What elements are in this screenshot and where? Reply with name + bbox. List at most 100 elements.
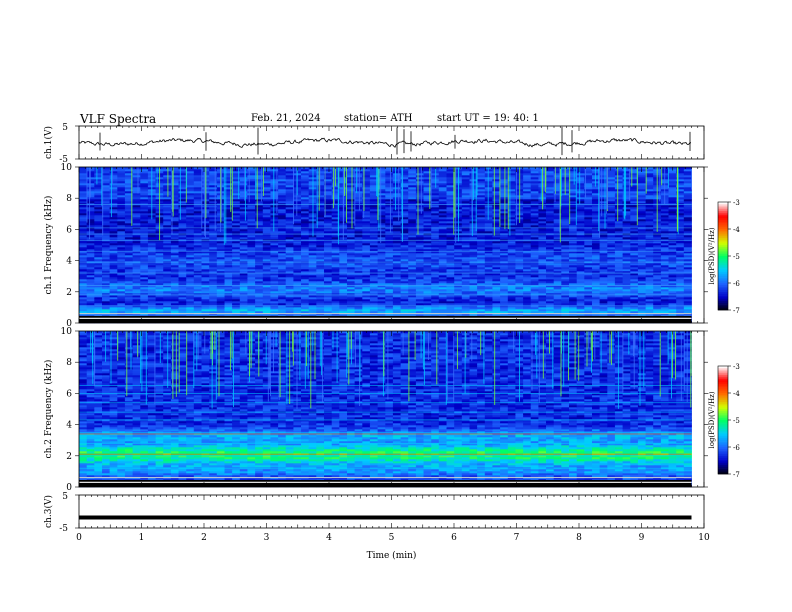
- spectrogram-cell: [186, 247, 195, 250]
- spectrogram-cell: [324, 221, 333, 224]
- spectrogram-cell: [186, 295, 195, 298]
- spectrogram-cell: [592, 275, 601, 278]
- spectrogram-cell: [270, 229, 279, 232]
- spectrogram-cell: [569, 273, 578, 276]
- spectrogram-cell: [331, 243, 340, 246]
- spectrogram-cell: [676, 311, 685, 314]
- spectrogram-cell: [484, 247, 493, 250]
- spectrogram-cell: [178, 281, 187, 284]
- spectrogram-cell: [415, 303, 424, 306]
- spectrogram-cell: [331, 275, 340, 278]
- spectrogram-cell: [193, 205, 202, 208]
- spectrogram-cell: [232, 271, 241, 274]
- spectrogram-cell: [369, 277, 378, 280]
- spectrogram-cell: [569, 229, 578, 232]
- spectrogram-cell: [232, 253, 241, 256]
- spectrogram-cell: [132, 281, 141, 284]
- spectrogram-cell: [109, 309, 118, 312]
- spectrogram-cell: [224, 209, 233, 212]
- spectrogram-cell: [117, 289, 126, 292]
- spectrogram-cell: [630, 241, 639, 244]
- spectrogram-cell: [385, 279, 394, 282]
- spectrogram-cell: [132, 307, 141, 310]
- spectrogram-cell: [546, 255, 555, 258]
- spectrogram-cell: [255, 281, 264, 284]
- spectrogram-cell: [163, 207, 172, 210]
- spectrogram-cell: [523, 269, 532, 272]
- spectrogram-cell: [599, 237, 608, 240]
- spectrogram-cell: [140, 275, 149, 278]
- spectrogram-cell: [147, 259, 156, 262]
- spectrogram-cell: [316, 279, 325, 282]
- spectrogram-cell: [607, 209, 616, 212]
- spectrogram-cell: [530, 273, 539, 276]
- spectrogram-cell: [584, 235, 593, 238]
- spectrogram-cell: [569, 237, 578, 240]
- spectrogram-cell: [415, 219, 424, 222]
- spectrogram-cell: [423, 209, 432, 212]
- spectrogram-cell: [178, 221, 187, 224]
- spectrogram-cell: [247, 269, 256, 272]
- spectrogram-cell: [660, 243, 669, 246]
- spectrogram-cell: [132, 219, 141, 222]
- spectrogram-cell: [324, 263, 333, 266]
- spectrogram-cell: [278, 271, 287, 274]
- spectrogram-cell: [492, 267, 501, 270]
- spectrogram-cell: [209, 289, 218, 292]
- spectrogram-cell: [94, 309, 103, 312]
- spectrogram-cell: [576, 221, 585, 224]
- spectrogram-cell: [484, 285, 493, 288]
- spectrogram-cell: [668, 277, 677, 280]
- spectrogram-cell: [569, 213, 578, 216]
- spectrogram-cell: [553, 275, 562, 278]
- spectrogram-cell: [285, 297, 294, 300]
- spectrogram-cell: [262, 211, 271, 214]
- spectrogram-cell: [515, 285, 524, 288]
- spectrogram-cell: [94, 291, 103, 294]
- spectrogram-cell: [538, 237, 547, 240]
- spectrogram-cell: [132, 295, 141, 298]
- spectrogram-cell: [461, 205, 470, 208]
- spectrogram-cell: [569, 247, 578, 250]
- spectrogram-cell: [607, 283, 616, 286]
- spectrogram-cell: [530, 207, 539, 210]
- spectrogram-cell: [178, 253, 187, 256]
- spectrogram-cell: [660, 273, 669, 276]
- spectrogram-cell: [546, 313, 555, 316]
- spectrogram-cell: [446, 281, 455, 284]
- spectrogram-cell: [530, 311, 539, 314]
- spectrogram-cell: [561, 215, 570, 218]
- spectrogram-cell: [232, 267, 241, 270]
- spectrogram-cell: [232, 309, 241, 312]
- spectrogram-cell: [147, 251, 156, 254]
- spectrogram-cell: [561, 289, 570, 292]
- spectrogram-cell: [293, 303, 302, 306]
- spectrogram-cell: [507, 311, 516, 314]
- spectrogram-cell: [385, 209, 394, 212]
- spectrogram-cell: [415, 275, 424, 278]
- spectrogram-cell: [86, 249, 95, 252]
- spectrogram-cell: [377, 307, 386, 310]
- spectrogram-cell: [484, 309, 493, 312]
- spectrogram-cell: [385, 219, 394, 222]
- spectrogram-cell: [155, 309, 164, 312]
- spectrogram-cell: [285, 219, 294, 222]
- spectrogram-cell: [576, 213, 585, 216]
- spectrogram-cell: [599, 223, 608, 226]
- spectrogram-cell: [362, 257, 371, 260]
- spectrogram-cell: [477, 251, 486, 254]
- spectrogram-cell: [377, 283, 386, 286]
- spectrogram-cell: [415, 241, 424, 244]
- spectrogram-cell: [446, 223, 455, 226]
- spectrogram-cell: [484, 257, 493, 260]
- spectrogram-cell: [147, 281, 156, 284]
- spectrogram-cell: [132, 299, 141, 302]
- spectrogram-cell: [301, 259, 310, 262]
- spectrogram-cell: [569, 267, 578, 270]
- spectrogram-cell: [415, 309, 424, 312]
- spectrogram-cell: [262, 205, 271, 208]
- spectrogram-cell: [431, 311, 440, 314]
- spectrogram-cell: [408, 225, 417, 228]
- spectrogram-cell: [653, 241, 662, 244]
- spectrogram-cell: [117, 257, 126, 260]
